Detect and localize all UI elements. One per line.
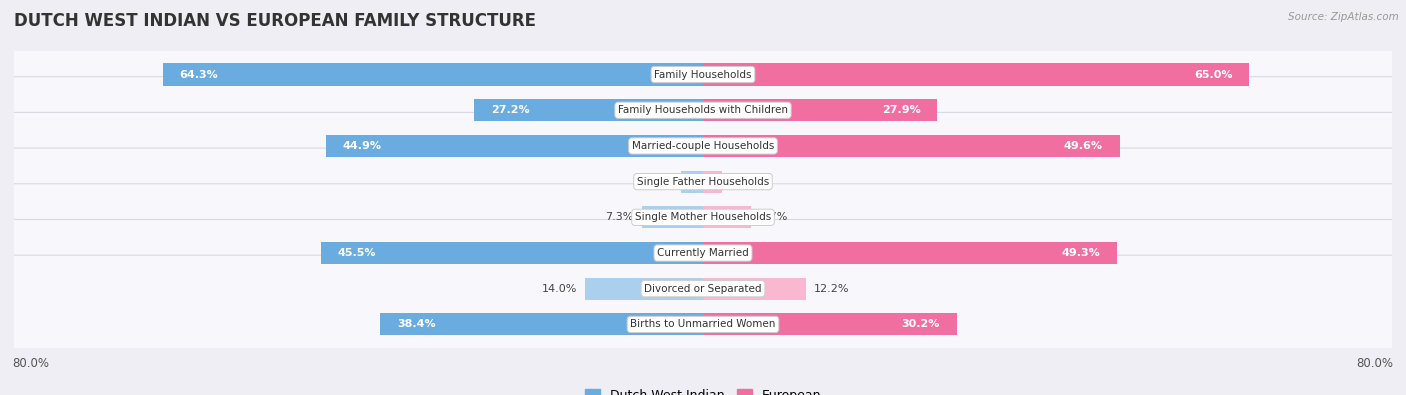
Text: 38.4%: 38.4% <box>396 320 436 329</box>
Text: Single Mother Households: Single Mother Households <box>636 213 770 222</box>
Bar <box>703 206 751 228</box>
Text: 30.2%: 30.2% <box>901 320 941 329</box>
Text: 45.5%: 45.5% <box>337 248 375 258</box>
Bar <box>474 99 703 121</box>
Bar <box>703 278 806 300</box>
Text: 27.9%: 27.9% <box>882 105 921 115</box>
FancyBboxPatch shape <box>1 220 1405 358</box>
Bar <box>163 64 703 86</box>
FancyBboxPatch shape <box>1 77 1405 215</box>
Text: Married-couple Households: Married-couple Households <box>631 141 775 151</box>
FancyBboxPatch shape <box>1 113 1405 251</box>
Bar <box>703 242 1118 264</box>
Text: Divorced or Separated: Divorced or Separated <box>644 284 762 294</box>
Text: Family Households: Family Households <box>654 70 752 79</box>
Text: 2.3%: 2.3% <box>731 177 759 186</box>
FancyBboxPatch shape <box>1 255 1405 394</box>
Bar <box>326 135 703 157</box>
Text: 27.2%: 27.2% <box>491 105 530 115</box>
FancyBboxPatch shape <box>1 41 1405 179</box>
Text: 7.3%: 7.3% <box>605 213 633 222</box>
Text: 12.2%: 12.2% <box>814 284 849 294</box>
Bar <box>585 278 703 300</box>
Bar <box>703 135 1119 157</box>
Bar <box>703 64 1249 86</box>
Legend: Dutch West Indian, European: Dutch West Indian, European <box>579 384 827 395</box>
FancyBboxPatch shape <box>1 184 1405 322</box>
Bar <box>381 313 703 335</box>
Text: Source: ZipAtlas.com: Source: ZipAtlas.com <box>1288 12 1399 22</box>
Text: 5.7%: 5.7% <box>759 213 787 222</box>
Text: Currently Married: Currently Married <box>657 248 749 258</box>
Text: Births to Unmarried Women: Births to Unmarried Women <box>630 320 776 329</box>
Bar <box>641 206 703 228</box>
Text: Family Households with Children: Family Households with Children <box>619 105 787 115</box>
Text: 44.9%: 44.9% <box>343 141 381 151</box>
Bar <box>703 99 938 121</box>
FancyBboxPatch shape <box>1 148 1405 286</box>
Text: 64.3%: 64.3% <box>180 70 218 79</box>
Bar <box>321 242 703 264</box>
Text: 14.0%: 14.0% <box>541 284 576 294</box>
Text: 49.6%: 49.6% <box>1064 141 1102 151</box>
Text: 2.6%: 2.6% <box>644 177 672 186</box>
Text: 65.0%: 65.0% <box>1194 70 1232 79</box>
Text: DUTCH WEST INDIAN VS EUROPEAN FAMILY STRUCTURE: DUTCH WEST INDIAN VS EUROPEAN FAMILY STR… <box>14 12 536 30</box>
Text: 49.3%: 49.3% <box>1062 248 1101 258</box>
FancyBboxPatch shape <box>1 5 1405 144</box>
Text: Single Father Households: Single Father Households <box>637 177 769 186</box>
Bar <box>703 313 956 335</box>
Bar <box>681 171 703 193</box>
Bar <box>703 171 723 193</box>
